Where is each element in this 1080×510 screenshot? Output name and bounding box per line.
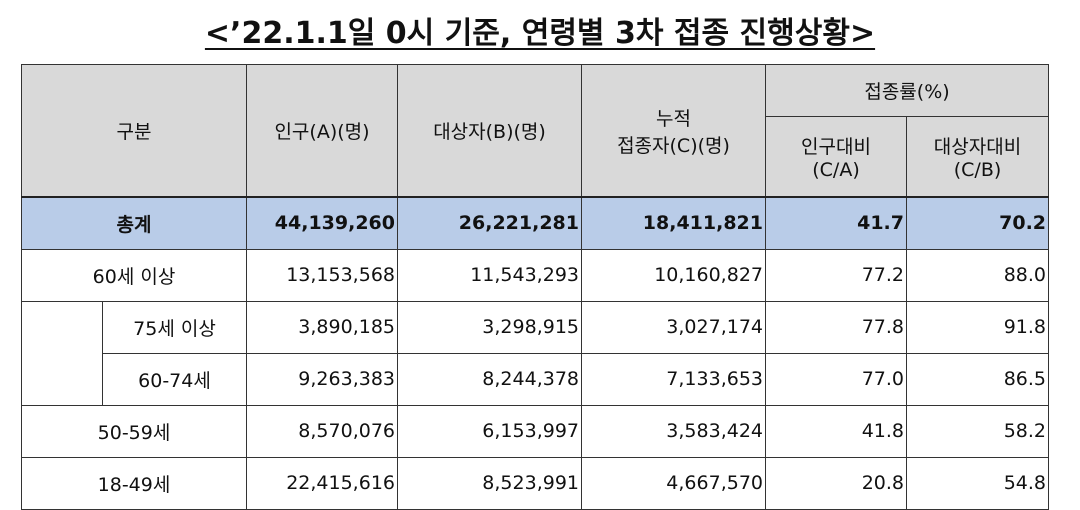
row-label: 50-59세: [21, 404, 247, 458]
cell-rate-target: 88.0: [905, 248, 1050, 302]
header-cumulative-line2: 접종자(C)(명): [617, 134, 730, 157]
header-cumulative: 누적 접종자(C)(명): [581, 64, 766, 198]
header-cumulative-line1: 누적: [656, 107, 691, 130]
header-rate-pop-line1: 인구대비: [801, 135, 871, 158]
cell-rate-pop: 77.0: [765, 352, 907, 406]
row-label: 18-49세: [21, 456, 247, 510]
header-category: 구분: [21, 64, 247, 198]
table-row: 60세 이상 13,153,568 11,543,293 10,160,827 …: [21, 248, 1050, 302]
cell-cumulative: 3,583,424: [581, 404, 766, 458]
document-title: <’22.1.1일 0시 기준, 연령별 3차 접종 진행상황>: [0, 8, 1080, 52]
header-rate-pop-line2: (C/A): [812, 158, 860, 181]
cell-population: 22,415,616: [246, 456, 398, 510]
cell-target: 6,153,997: [397, 404, 582, 458]
title-text: <’22.1.1일 0시 기준, 연령별 3차 접종 진행상황>: [204, 16, 876, 51]
indent-spacer: [21, 300, 103, 406]
cell-population: 13,153,568: [246, 248, 398, 302]
cell-rate-pop: 41.7: [765, 196, 907, 250]
row-label: 75세 이상: [102, 300, 247, 354]
table-row: 75세 이상 3,890,185 3,298,915 3,027,174 77.…: [21, 300, 1050, 406]
header-rate-pop: 인구대비 (C/A): [765, 115, 907, 198]
cell-rate-pop: 77.2: [765, 248, 907, 302]
cell-cumulative: 3,027,174: [581, 300, 766, 354]
cell-rate-pop: 41.8: [765, 404, 907, 458]
cell-cumulative: 4,667,570: [581, 456, 766, 510]
cell-target: 8,523,991: [397, 456, 582, 510]
cell-population: 44,139,260: [246, 196, 398, 250]
header-rate-target: 대상자대비 (C/B): [905, 115, 1050, 198]
table-row-total: 총계 44,139,260 26,221,281 18,411,821 41.7…: [21, 196, 1050, 250]
cell-rate-target: 58.2: [905, 404, 1050, 458]
row-label: 60세 이상: [21, 248, 247, 302]
cell-rate-pop: 20.8: [765, 456, 907, 510]
header-population: 인구(A)(명): [246, 64, 398, 198]
vaccination-table: 구분 인구(A)(명) 대상자(B)(명) 누적 접종자(C)(명) 접종률(%…: [21, 64, 1050, 510]
cell-cumulative: 10,160,827: [581, 248, 766, 302]
header-target: 대상자(B)(명): [397, 64, 582, 198]
cell-rate-target: 86.5: [905, 352, 1050, 406]
table-row: 50-59세 8,570,076 6,153,997 3,583,424 41.…: [21, 404, 1050, 458]
cell-target: 8,244,378: [397, 352, 582, 406]
cell-target: 3,298,915: [397, 300, 582, 354]
cell-population: 9,263,383: [246, 352, 398, 406]
table-row: 60-74세 9,263,383 8,244,378 7,133,653 77.…: [22, 352, 1050, 406]
cell-target: 11,543,293: [397, 248, 582, 302]
cell-population: 3,890,185: [246, 300, 398, 354]
cell-rate-pop: 77.8: [765, 300, 907, 354]
cell-population: 8,570,076: [246, 404, 398, 458]
row-label: 60-74세: [102, 352, 247, 406]
header-rate-group: 접종률(%): [764, 64, 1050, 117]
cell-rate-target: 91.8: [905, 300, 1050, 354]
cell-rate-target: 54.8: [905, 456, 1050, 510]
row-label: 총계: [21, 196, 247, 250]
cell-rate-target: 70.2: [905, 196, 1050, 250]
header-rate-target-line1: 대상자대비: [933, 135, 1022, 158]
cell-target: 26,221,281: [397, 196, 582, 250]
cell-cumulative: 7,133,653: [581, 352, 766, 406]
cell-cumulative: 18,411,821: [581, 196, 766, 250]
header-rate-target-line2: (C/B): [953, 158, 1002, 181]
table-row: 18-49세 22,415,616 8,523,991 4,667,570 20…: [21, 456, 1050, 510]
